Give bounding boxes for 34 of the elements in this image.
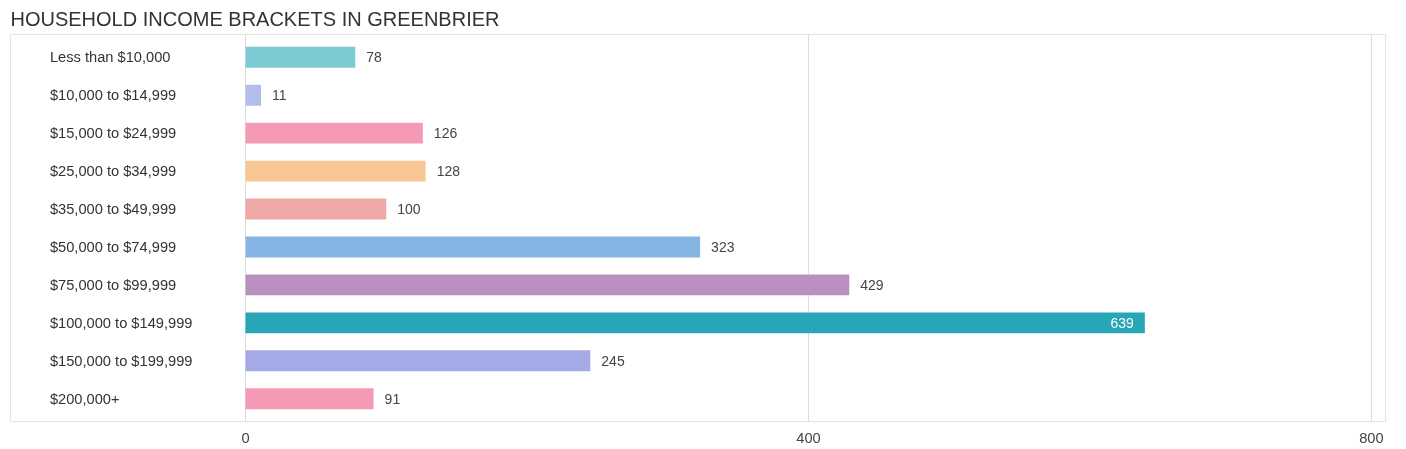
- y-tick-label: $25,000 to $34,999: [49, 163, 177, 180]
- bar: [245, 274, 850, 296]
- y-tick-label: $75,000 to $99,999: [49, 276, 177, 293]
- data-label: 11: [272, 87, 287, 104]
- bar: [245, 198, 387, 220]
- y-tick-label: $150,000 to $199,999: [49, 352, 193, 369]
- y-tick-label: Less than $10,000: [49, 49, 171, 66]
- x-tick-label: 800: [1359, 429, 1384, 446]
- data-label: 78: [366, 49, 383, 66]
- y-tick-label: $15,000 to $24,999: [49, 125, 177, 142]
- y-tick-label: $35,000 to $49,999: [49, 201, 177, 218]
- bar: [245, 388, 374, 410]
- bar: [245, 122, 423, 144]
- data-label: 91: [384, 390, 401, 407]
- data-label: 245: [601, 352, 625, 369]
- x-tick-label: 400: [796, 429, 821, 446]
- bar: [245, 350, 591, 372]
- data-label: 126: [433, 125, 458, 142]
- bar: [245, 236, 701, 258]
- data-label: 323: [711, 238, 735, 255]
- data-label: 639: [1110, 314, 1135, 331]
- bar: [245, 84, 262, 106]
- x-tick-label: 0: [241, 429, 250, 446]
- bar: [245, 312, 1145, 334]
- data-label: 100: [397, 201, 421, 218]
- bar: [245, 46, 356, 68]
- y-tick-label: $10,000 to $14,999: [49, 87, 177, 104]
- bar: [245, 160, 426, 182]
- y-tick-label: $200,000+: [49, 390, 120, 407]
- chart-title: HOUSEHOLD INCOME BRACKETS IN GREENBRIER: [10, 7, 500, 30]
- data-label: 128: [436, 163, 461, 180]
- y-tick-label: $50,000 to $74,999: [49, 238, 177, 255]
- data-label: 429: [860, 276, 884, 293]
- y-tick-label: $100,000 to $149,999: [49, 314, 193, 331]
